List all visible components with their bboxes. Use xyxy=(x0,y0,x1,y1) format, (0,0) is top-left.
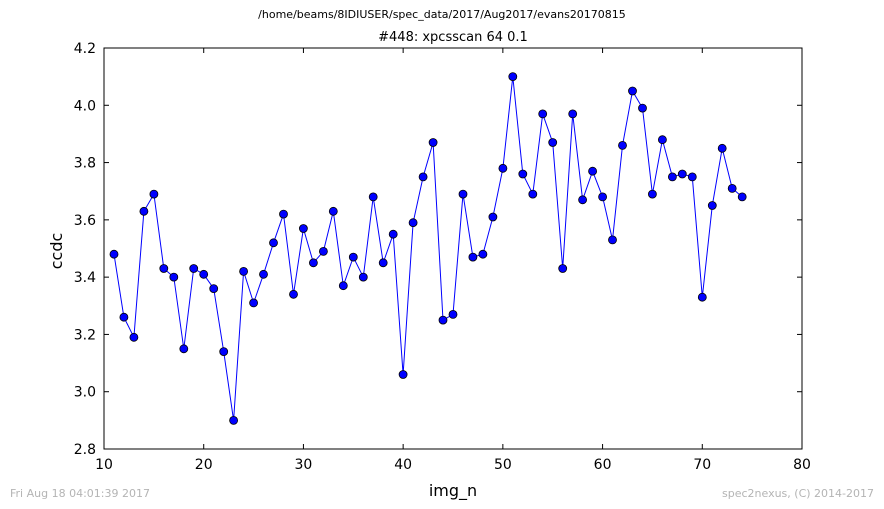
data-point xyxy=(269,238,278,248)
y-axis-label: ccdc xyxy=(47,233,66,270)
data-point xyxy=(498,163,508,173)
chart-title: #448: xpcsscan 64 0.1 xyxy=(378,30,528,45)
data-point xyxy=(717,143,727,153)
y-tick-label: 2.8 xyxy=(74,442,96,458)
y-tick-label: 4.2 xyxy=(74,41,96,57)
data-point xyxy=(408,218,418,228)
data-point xyxy=(249,298,259,308)
data-point xyxy=(568,109,578,119)
data-point xyxy=(189,264,199,273)
data-point xyxy=(259,269,268,279)
data-point xyxy=(378,258,388,268)
series-line xyxy=(113,76,743,421)
data-point xyxy=(448,309,458,319)
y-tick-label: 3.2 xyxy=(74,327,96,343)
data-point xyxy=(508,72,518,81)
data-point xyxy=(578,195,587,205)
data-point xyxy=(588,166,597,176)
data-point xyxy=(628,86,637,96)
data-point xyxy=(149,189,159,199)
footer-timestamp: Fri Aug 18 04:01:39 2017 xyxy=(10,487,150,500)
data-point xyxy=(668,172,677,182)
data-point xyxy=(518,169,528,179)
data-point xyxy=(239,266,249,276)
data-point xyxy=(418,172,428,182)
data-point xyxy=(169,272,179,282)
data-point xyxy=(737,192,747,202)
data-point xyxy=(658,135,667,145)
data-point xyxy=(428,138,438,147)
data-point xyxy=(279,209,288,219)
y-tick-label: 4.0 xyxy=(74,98,96,114)
data-point xyxy=(338,281,348,291)
data-point xyxy=(159,264,169,273)
data-point xyxy=(229,415,239,425)
data-point xyxy=(468,252,478,262)
data-point xyxy=(488,212,498,222)
data-point xyxy=(548,138,558,147)
data-point xyxy=(438,315,448,325)
data-point xyxy=(598,192,607,202)
data-point xyxy=(219,347,229,357)
y-tick-label: 3.6 xyxy=(74,213,96,229)
data-point xyxy=(618,140,627,150)
footer-credit: spec2nexus, (C) 2014-2017 xyxy=(722,487,874,500)
data-point xyxy=(687,172,697,182)
data-point xyxy=(209,284,219,294)
data-point xyxy=(318,246,328,256)
x-tick-label: 20 xyxy=(195,457,213,473)
data-point xyxy=(368,192,378,202)
data-point xyxy=(478,249,488,259)
plot-area xyxy=(103,47,803,450)
data-point xyxy=(458,189,468,199)
data-point xyxy=(308,258,318,268)
data-point xyxy=(179,344,189,354)
data-point xyxy=(398,370,408,379)
x-axis-label: img_n xyxy=(429,481,477,501)
data-point xyxy=(298,224,308,233)
y-tick-label: 3.0 xyxy=(74,385,96,401)
data-point xyxy=(119,312,129,322)
data-point xyxy=(677,169,687,179)
data-point xyxy=(707,201,717,210)
file-path-title: /home/beams/8IDIUSER/spec_data/2017/Aug2… xyxy=(258,8,626,21)
data-point xyxy=(388,229,398,239)
x-tick-label: 40 xyxy=(394,457,412,473)
data-point xyxy=(358,272,368,282)
data-point xyxy=(638,103,647,113)
x-tick-label: 30 xyxy=(295,457,313,473)
data-point xyxy=(538,109,548,119)
data-point xyxy=(328,206,338,216)
data-point xyxy=(727,183,737,193)
data-point xyxy=(139,206,149,216)
data-point xyxy=(558,264,568,273)
data-point xyxy=(348,252,358,262)
data-point xyxy=(289,289,298,299)
x-tick-label: 80 xyxy=(793,457,811,473)
x-tick-label: 60 xyxy=(594,457,612,473)
data-point xyxy=(648,189,657,199)
x-tick-label: 50 xyxy=(494,457,512,473)
data-point xyxy=(608,235,617,245)
x-tick-label: 70 xyxy=(693,457,711,473)
data-point xyxy=(697,292,707,302)
data-point xyxy=(129,332,139,342)
data-point xyxy=(199,269,209,279)
x-tick-label: 10 xyxy=(95,457,113,473)
y-tick-label: 3.4 xyxy=(74,270,96,286)
data-point xyxy=(528,189,538,199)
data-point xyxy=(109,249,119,259)
y-tick-label: 3.8 xyxy=(74,156,96,172)
